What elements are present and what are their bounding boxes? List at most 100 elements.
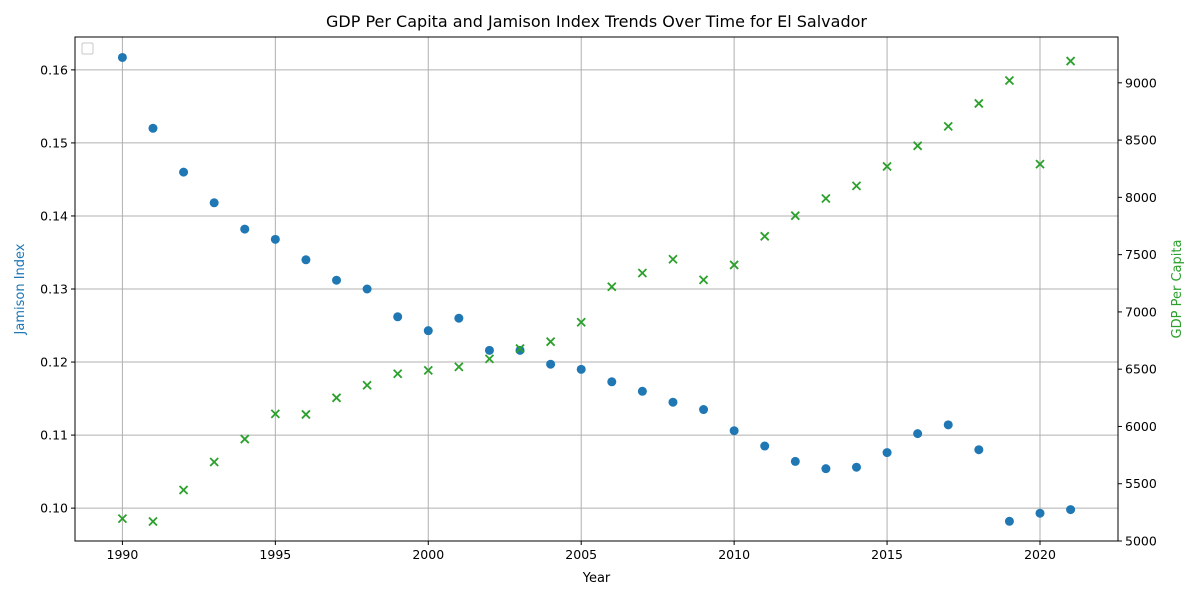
jamison-point xyxy=(943,420,953,430)
gdp-point-stroke xyxy=(576,317,586,327)
jamison-point xyxy=(699,405,709,415)
y-right-tick-label: 5000 xyxy=(1125,534,1157,549)
gdp-point xyxy=(790,211,800,221)
jamison-point xyxy=(515,345,525,355)
grid-layer xyxy=(75,37,1118,541)
gdp-point xyxy=(515,343,525,354)
gdp-point xyxy=(1065,56,1076,66)
gdp-point-stroke xyxy=(117,514,128,524)
series-layer xyxy=(117,52,1076,527)
gdp-point-stroke xyxy=(607,282,617,292)
y-left-tick-label: 0.14 xyxy=(40,208,68,223)
x-tick-label: 2015 xyxy=(871,547,903,562)
y-left-tick-label: 0.10 xyxy=(40,501,68,516)
gdp-point xyxy=(362,380,372,390)
jamison-point xyxy=(117,52,127,62)
gdp-point-stroke xyxy=(331,393,342,403)
gdp-point xyxy=(545,337,556,347)
gdp-point-stroke xyxy=(698,275,709,285)
gdp-point-stroke xyxy=(148,516,158,527)
gdp-point-stroke xyxy=(484,354,495,364)
jamison-point xyxy=(1035,508,1045,518)
gdp-point-stroke xyxy=(729,260,739,270)
y-left-tick-label: 0.13 xyxy=(40,282,68,297)
ticks-layer: 1990 1995 2000 2005 2010 2015 2020 0.10 0.11 0.12… xyxy=(40,62,1157,562)
jamison-point xyxy=(668,397,678,407)
gdp-point xyxy=(668,254,678,264)
jamison-point xyxy=(974,445,984,455)
legend-box xyxy=(81,42,94,55)
gdp-point-stroke xyxy=(240,434,250,444)
y-left-tick-label: 0.11 xyxy=(40,428,68,443)
jamison-point xyxy=(179,167,189,177)
gdp-point xyxy=(148,516,158,527)
gdp-point xyxy=(913,141,923,151)
gdp-point-stroke xyxy=(913,141,923,151)
gdp-point-stroke xyxy=(882,161,892,172)
gdp-point xyxy=(423,365,433,375)
gdp-point xyxy=(576,317,586,327)
gdp-point xyxy=(240,434,250,444)
x-tick-label: 2010 xyxy=(718,547,750,562)
gdp-point-stroke xyxy=(637,268,648,278)
gdp-point xyxy=(1004,75,1015,86)
gdp-point xyxy=(209,457,219,467)
gdp-point-stroke xyxy=(423,365,433,375)
x-tick-label: 1995 xyxy=(259,547,291,562)
gdp-point-stroke xyxy=(454,362,464,372)
y-right-tick-label: 6500 xyxy=(1125,362,1157,377)
jamison-point xyxy=(484,345,494,355)
x-tick-label: 2005 xyxy=(565,547,597,562)
gdp-point xyxy=(729,260,739,270)
jamison-point xyxy=(240,224,250,234)
y-left-tick-label: 0.12 xyxy=(40,355,68,370)
gdp-point xyxy=(607,282,617,292)
gdp-point xyxy=(331,393,342,403)
gdp-point-stroke xyxy=(515,343,525,354)
gdp-point-stroke xyxy=(760,231,770,241)
y-right-tick-label: 7500 xyxy=(1125,247,1157,262)
jamison-point xyxy=(637,386,647,396)
jamison-point xyxy=(607,377,617,387)
gdp-point xyxy=(851,181,862,191)
chart-title: GDP Per Capita and Jamison Index Trends … xyxy=(326,12,867,31)
gdp-point-stroke xyxy=(178,485,189,495)
jamison-point xyxy=(393,312,403,322)
gdp-point-stroke xyxy=(1035,159,1045,169)
gdp-point xyxy=(637,268,648,278)
gdp-point xyxy=(454,362,464,372)
jamison-point xyxy=(729,426,739,436)
x-tick-label: 1990 xyxy=(107,547,139,562)
gdp-point xyxy=(270,409,280,419)
jamison-point xyxy=(270,234,280,244)
jamison-point xyxy=(423,326,433,336)
jamison-point xyxy=(851,462,861,472)
gdp-point-stroke xyxy=(943,121,953,131)
gdp-point-stroke xyxy=(851,181,862,191)
y-right-tick-label: 8500 xyxy=(1125,133,1157,148)
gdp-point-stroke xyxy=(301,409,311,420)
gdp-point-stroke xyxy=(362,380,372,390)
y-right-tick-label: 8000 xyxy=(1125,190,1157,205)
gdp-point xyxy=(943,121,953,131)
gdp-point-stroke xyxy=(974,98,984,109)
gdp-point xyxy=(117,514,128,524)
jamison-point xyxy=(454,313,464,323)
jamison-point xyxy=(1066,505,1076,515)
jamison-point xyxy=(821,464,831,474)
jamison-point xyxy=(576,364,586,374)
jamison-point xyxy=(209,198,219,208)
gdp-point-stroke xyxy=(1065,56,1076,66)
x-tick-label: 2000 xyxy=(412,547,444,562)
gdp-point xyxy=(974,98,984,109)
jamison-point xyxy=(301,255,311,265)
gdp-point-stroke xyxy=(270,409,280,419)
gdp-point xyxy=(301,409,311,420)
gdp-point xyxy=(760,231,770,241)
gdp-point xyxy=(484,354,495,364)
gdp-point xyxy=(882,161,892,172)
y-axis-left-label: Jamison Index xyxy=(13,243,28,335)
jamison-point xyxy=(913,429,923,439)
